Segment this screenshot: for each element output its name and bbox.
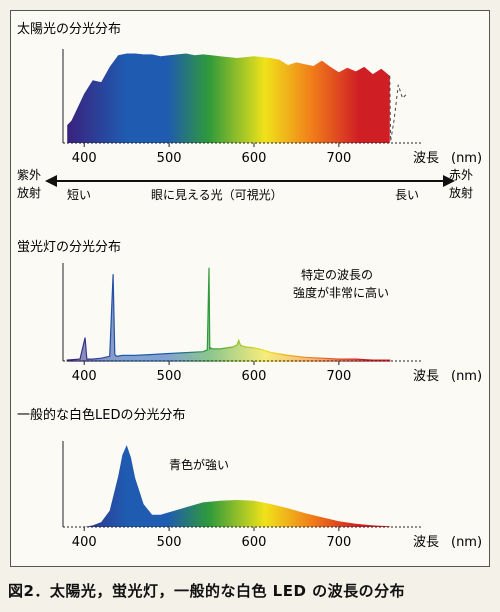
x-tick-label: 600 (242, 535, 267, 550)
figure-frame: 太陽光の分光分布 400 500 600 700 波長 (nm) 紫外 放射 短い 眼に見… (10, 10, 490, 567)
arrow-right-head (443, 175, 455, 187)
annotation-blue-strong: 青色が強い (169, 457, 229, 472)
annotation-peaks-line2: 強度が非常に高い (293, 285, 389, 300)
x-tick-label: 700 (326, 151, 351, 166)
x-axis-unit: (nm) (451, 369, 482, 384)
x-tick-label: 700 (326, 369, 351, 384)
figure-svg: 太陽光の分光分布 400 500 600 700 波長 (nm) 紫外 放射 短い 眼に見… (17, 22, 482, 550)
long-label: 長い (395, 188, 419, 202)
plot-sunlight: 400 500 600 700 波長 (nm) (62, 49, 482, 166)
x-tick-label: 500 (157, 151, 182, 166)
arrow-left-head (45, 175, 57, 187)
spectrum-area (67, 53, 390, 143)
x-tick-label: 600 (242, 151, 267, 166)
spectrum-area (67, 445, 390, 527)
plot-fluorescent: 400 500 600 700 波長 (nm) (62, 263, 482, 384)
chart-title-led: 一般的な白色LEDの分光分布 (17, 407, 185, 423)
x-tick-label: 600 (242, 369, 267, 384)
x-axis-word: 波長 (413, 151, 439, 166)
figure-caption: 図2．太陽光，蛍光灯，一般的な白色 LED の波長の分布 (8, 582, 406, 600)
x-axis-word: 波長 (413, 369, 439, 384)
x-tick-label: 400 (72, 369, 97, 384)
x-tick-label: 700 (326, 535, 351, 550)
panel-sunlight: 太陽光の分光分布 400 500 600 700 波長 (nm) (17, 22, 482, 166)
x-tick-label: 500 (157, 369, 182, 384)
x-tick-label: 500 (157, 535, 182, 550)
annotation-peaks-line1: 特定の波長の (301, 267, 373, 282)
x-tick-label: 400 (72, 535, 97, 550)
ir-label-bottom: 放射 (449, 185, 473, 200)
panel-fluorescent: 蛍光灯の分光分布 特定の波長の 強度が非常に高い 400 500 600 700 波長 (… (17, 240, 482, 384)
uv-label-bottom: 放射 (17, 185, 41, 200)
x-axis-unit: (nm) (451, 151, 482, 166)
uv-label-top: 紫外 (17, 168, 41, 182)
spectrum-line (66, 267, 391, 362)
x-axis-unit: (nm) (451, 535, 482, 550)
plot-led: 400 500 600 700 波長 (nm) (62, 441, 482, 550)
chart-title-sunlight: 太陽光の分光分布 (17, 22, 121, 37)
visible-light-label: 眼に見える光（可視光） (151, 187, 283, 202)
spectrum-band: 紫外 放射 短い 眼に見える光（可視光） 長い 赤外 放射 (17, 168, 473, 202)
panel-led: 一般的な白色LEDの分光分布 青色が強い 400 500 600 700 波長 (nm) (17, 407, 482, 550)
x-axis-word: 波長 (413, 535, 439, 550)
x-tick-label: 400 (72, 151, 97, 166)
chart-title-fluorescent: 蛍光灯の分光分布 (17, 240, 121, 255)
short-label: 短い (67, 188, 91, 202)
infrared-dashed-line (389, 75, 408, 142)
ir-label-top: 赤外 (449, 168, 473, 182)
